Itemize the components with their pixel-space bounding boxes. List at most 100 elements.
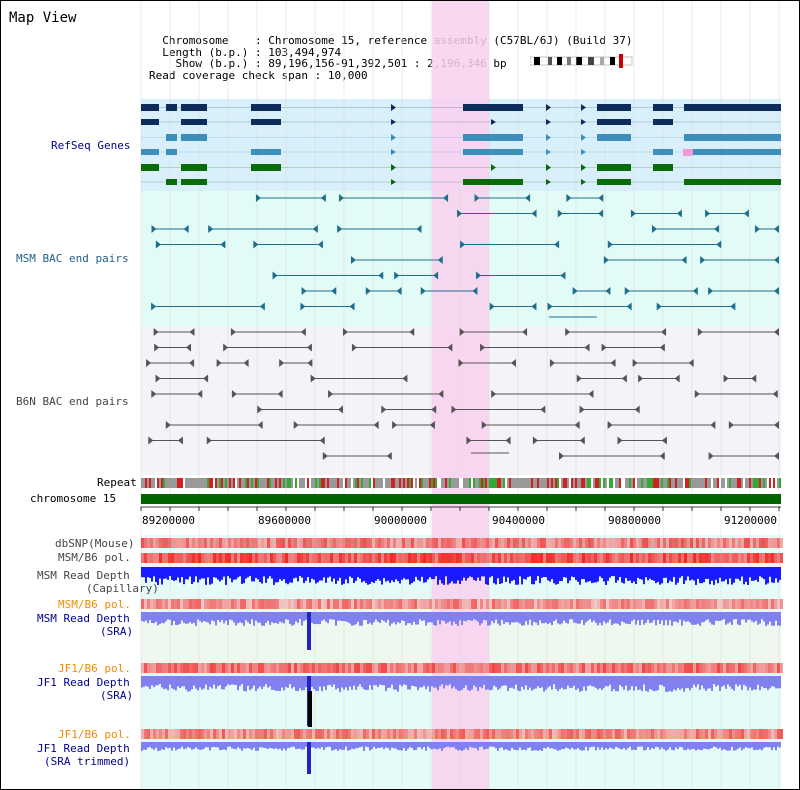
read-depth-bar	[587, 612, 589, 621]
read-depth-bar	[633, 742, 635, 750]
polymorphism-cell	[507, 538, 510, 548]
polymorphism-cell	[738, 553, 741, 563]
polymorphism-cell	[648, 729, 651, 739]
read-depth-bar	[737, 676, 739, 687]
gene-exon	[181, 164, 207, 171]
read-depth-bar	[431, 676, 433, 687]
polymorphism-cell	[690, 553, 693, 563]
repeat-segment	[353, 478, 355, 488]
polymorphism-cell	[753, 663, 756, 673]
polymorphism-cell	[564, 553, 567, 563]
polymorphism-cell	[249, 663, 252, 673]
read-depth-bar	[695, 567, 697, 585]
polymorphism-cell	[663, 538, 666, 548]
polymorphism-cell	[153, 599, 156, 609]
read-depth-bar	[401, 742, 403, 751]
read-depth-bar	[553, 612, 555, 622]
read-depth-bar	[521, 612, 523, 626]
read-depth-bar	[365, 676, 367, 690]
polymorphism-cell	[459, 538, 462, 548]
read-depth-bar	[645, 567, 647, 578]
repeat-segment	[661, 478, 663, 488]
chromosome-ideogram[interactable]	[530, 54, 634, 68]
polymorphism-cell	[180, 729, 183, 739]
read-depth-bar	[549, 676, 551, 687]
read-depth-bar	[537, 612, 539, 626]
read-depth-bar	[563, 676, 565, 690]
read-depth-bar	[755, 676, 757, 690]
read-depth-bar	[171, 742, 173, 751]
polymorphism-cell	[273, 663, 276, 673]
polymorphism-cell	[408, 538, 411, 548]
polymorphism-cell	[402, 599, 405, 609]
read-depth-bar	[457, 612, 459, 626]
read-depth-bar	[509, 742, 511, 751]
polymorphism-cell	[345, 553, 348, 563]
read-depth-bar	[575, 567, 577, 580]
read-depth-bar	[743, 567, 745, 585]
read-depth-bar	[285, 742, 287, 751]
read-depth-bar	[769, 742, 771, 748]
b6n-bac-pair-arrow	[230, 328, 236, 336]
read-depth-bar	[585, 567, 587, 583]
repeat-segment	[345, 478, 347, 488]
polymorphism-cell	[375, 663, 378, 673]
polymorphism-cell	[603, 599, 606, 609]
repeat-segment	[541, 478, 543, 488]
read-depth-bar	[363, 612, 365, 620]
polymorphism-cell	[378, 599, 381, 609]
read-depth-bar	[251, 676, 253, 689]
read-depth-bar	[187, 676, 189, 692]
read-depth-bar	[243, 742, 245, 749]
read-depth-bar	[555, 676, 557, 690]
read-depth-bar	[413, 742, 415, 751]
read-depth-bar	[519, 676, 521, 692]
polymorphism-cell	[342, 599, 345, 609]
read-depth-bar	[765, 567, 767, 585]
read-depth-bar	[555, 742, 557, 750]
polymorphism-cell	[558, 538, 561, 548]
repeat-segment	[775, 478, 777, 488]
polymorphism-cell	[192, 599, 195, 609]
polymorphism-cell	[519, 553, 522, 563]
polymorphism-cell	[654, 553, 657, 563]
read-depth-bar	[457, 676, 459, 691]
repeat-segment	[533, 478, 535, 488]
polymorphism-cell	[369, 663, 372, 673]
polymorphism-cell	[648, 538, 651, 548]
polymorphism-cell	[570, 553, 573, 563]
polymorphism-cell	[141, 538, 144, 548]
read-depth-bar	[501, 567, 503, 584]
polymorphism-cell	[501, 729, 504, 739]
repeat-segment	[709, 478, 711, 488]
polymorphism-cell	[222, 553, 225, 563]
polymorphism-cell	[171, 599, 174, 609]
read-depth-bar	[273, 567, 275, 585]
read-depth-bar	[517, 676, 519, 691]
polymorphism-cell	[348, 729, 351, 739]
repeat-segment	[563, 478, 565, 488]
repeat-segment	[677, 478, 679, 488]
repeat-segment	[727, 478, 729, 488]
polymorphism-cell	[741, 663, 744, 673]
b6n-bac-pair-arrow	[203, 374, 209, 383]
read-depth-bar	[599, 676, 601, 689]
polymorphism-cell	[327, 538, 330, 548]
polymorphism-cell	[315, 553, 318, 563]
polymorphism-cell	[699, 553, 702, 563]
polymorphism-cell	[696, 553, 699, 563]
read-depth-bar	[745, 567, 747, 582]
read-depth-bar	[685, 676, 687, 689]
polymorphism-cell	[657, 553, 660, 563]
repeat-segment	[705, 478, 707, 488]
repeat-segment	[461, 478, 463, 488]
polymorphism-cell	[738, 663, 741, 673]
read-depth-bar	[629, 676, 631, 690]
read-depth-bar	[265, 612, 267, 623]
read-depth-bar	[315, 676, 317, 691]
read-depth-bar	[311, 742, 313, 748]
polymorphism-cell	[204, 538, 207, 548]
read-depth-bar	[437, 567, 439, 585]
read-depth-bar	[301, 742, 303, 750]
